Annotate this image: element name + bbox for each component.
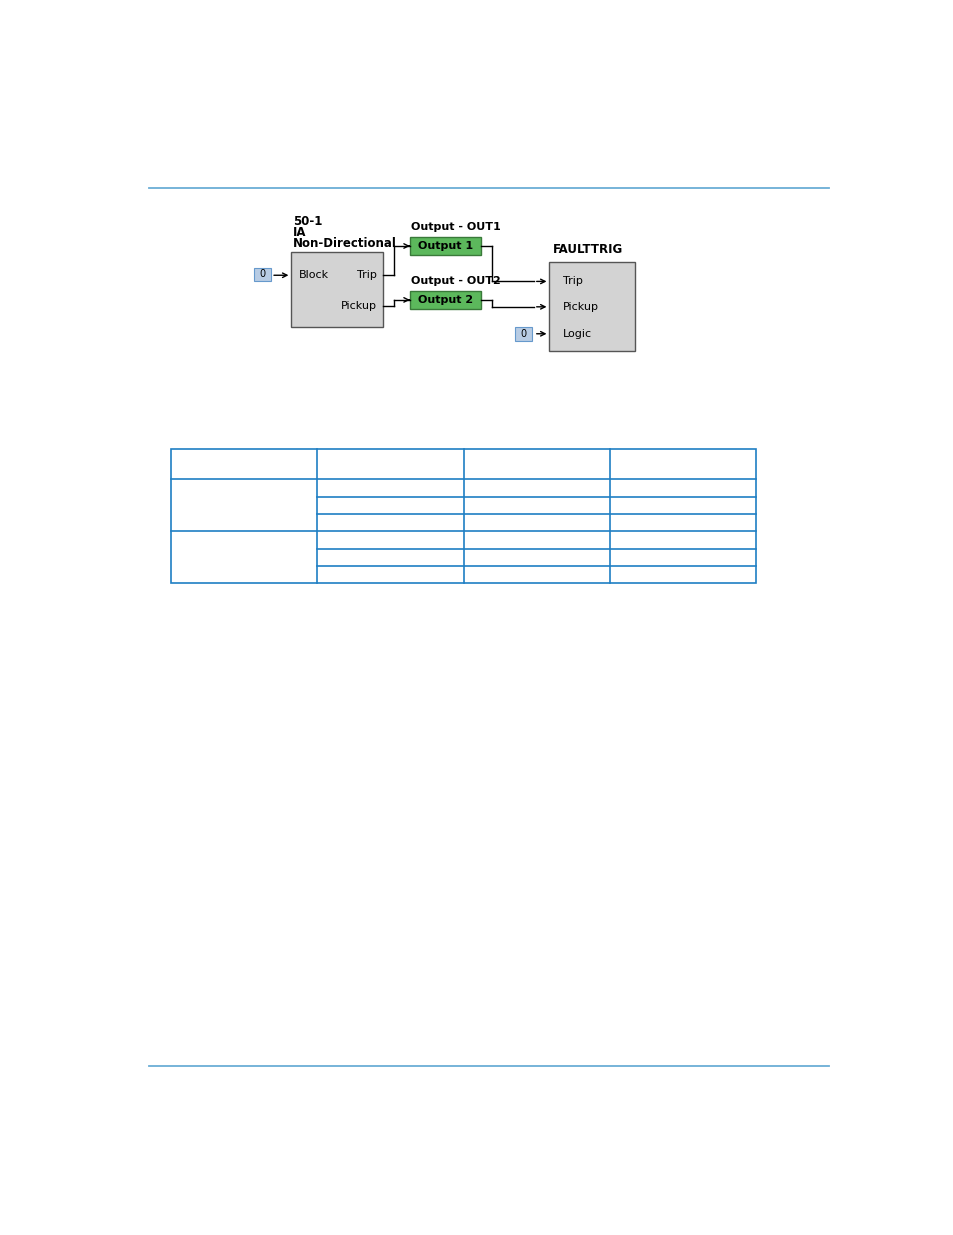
Text: Non-Directional: Non-Directional	[293, 237, 396, 249]
Bar	[410, 290, 480, 309]
Text: Logic: Logic	[562, 329, 592, 338]
Text: Output 1: Output 1	[417, 241, 473, 251]
Text: Block: Block	[298, 270, 329, 280]
Bar	[253, 268, 271, 282]
Text: Output - OUT1: Output - OUT1	[411, 222, 500, 232]
Bar	[291, 252, 382, 327]
Text: Trip: Trip	[562, 277, 582, 287]
Text: Pickup: Pickup	[562, 301, 598, 311]
Text: Output - OUT2: Output - OUT2	[411, 277, 500, 287]
Text: Output 2: Output 2	[417, 295, 473, 305]
Bar	[410, 237, 480, 256]
Text: IA: IA	[293, 226, 306, 238]
Text: Pickup: Pickup	[340, 301, 376, 311]
Text: 0: 0	[520, 329, 526, 338]
Text: 50-1: 50-1	[293, 215, 322, 228]
Bar	[549, 262, 634, 351]
Text: Trip: Trip	[356, 270, 376, 280]
Text: 0: 0	[259, 269, 265, 279]
Bar	[515, 327, 532, 341]
Bar	[171, 448, 756, 583]
Text: FAULTTRIG: FAULTTRIG	[552, 243, 622, 256]
